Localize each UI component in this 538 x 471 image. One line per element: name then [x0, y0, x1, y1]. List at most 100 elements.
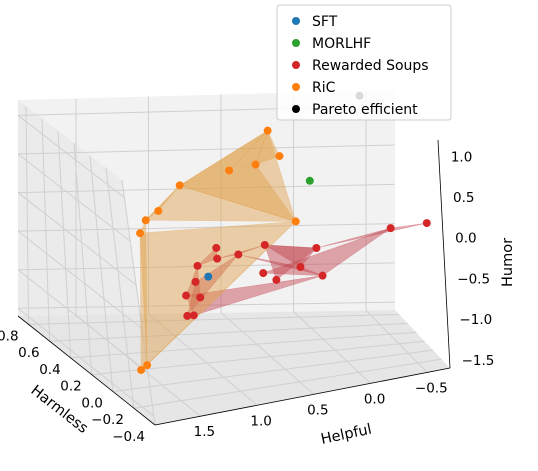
data-point [225, 166, 234, 175]
data-point [183, 311, 192, 320]
data-point [175, 181, 184, 190]
legend-frame [276, 4, 452, 121]
data-point [318, 271, 327, 280]
grid-line-z-left [17, 307, 155, 417]
data-point [251, 160, 260, 169]
legend-label: RiC [312, 80, 336, 96]
grid-line-y-floor [28, 313, 400, 325]
data-point [191, 277, 200, 286]
hull-face [145, 185, 180, 221]
x-tick-label: 1.5 [194, 424, 215, 440]
hull-face [255, 129, 280, 165]
legend-marker [292, 17, 300, 25]
legend-label: SFT [312, 14, 338, 30]
grid-line-x-floor [293, 311, 371, 384]
y-tick-label: 0.8 [0, 328, 19, 344]
hull-face [179, 130, 268, 186]
grid-line-y-floor [49, 322, 408, 342]
data-point [213, 254, 222, 263]
data-point [260, 240, 269, 249]
x-axis-label: Helpful [320, 422, 374, 448]
data-point [212, 243, 221, 252]
data-point [422, 219, 431, 228]
hull-face [197, 247, 218, 267]
grid-line-z-left [17, 269, 149, 373]
legend-marker [292, 83, 300, 91]
data-point [204, 272, 213, 281]
hull-face [178, 130, 297, 222]
data-point [291, 217, 300, 226]
y-tick-label: 0.4 [39, 362, 60, 378]
grid-line-z-back [17, 223, 396, 232]
grid-line-y-left [121, 179, 156, 426]
legend-label: Pareto efficient [312, 102, 418, 118]
hull-face [178, 164, 297, 222]
data-point [143, 361, 152, 370]
data-point [189, 311, 198, 320]
legend: SFT MORLHF Rewarded Soups RiC Pareto efficie… [276, 4, 452, 121]
hull-face [185, 275, 323, 316]
grid-line-z-left [17, 153, 131, 242]
grid-line-z-back [17, 262, 396, 271]
data-point [182, 291, 191, 300]
grid-line-y-left [41, 118, 51, 342]
grid-line-x-floor [220, 312, 315, 395]
grid-line-y-left [25, 106, 30, 325]
data-point [141, 216, 150, 225]
data-point [234, 250, 243, 259]
hull-face [264, 244, 318, 268]
y-tick-label: −0.2 [91, 412, 124, 428]
z-axis-line [437, 139, 451, 369]
legend-marker [292, 105, 300, 113]
y-tick-label: −0.4 [112, 429, 145, 445]
grid-line-x-floor [148, 313, 258, 406]
legend-label: Rewarded Soups [312, 58, 429, 74]
hull-face [263, 227, 391, 276]
grid-line-y-floor [133, 358, 442, 409]
data-point [136, 229, 145, 238]
grid-line-y-left [73, 143, 93, 375]
x-tick-label: 0.0 [364, 391, 385, 407]
data-point [263, 126, 272, 135]
grid-line-z-back [17, 144, 396, 155]
x-tick-label: 0.5 [307, 402, 328, 418]
z-tick-label: 1.0 [451, 149, 472, 165]
z-tick-label: −0.5 [457, 271, 490, 287]
legend-label: MORLHF [312, 36, 371, 52]
z-tick-label: −1.0 [459, 312, 492, 328]
grid-line-x-floor [365, 310, 428, 373]
data-point [154, 206, 163, 215]
y-tick-label: 0.6 [18, 345, 39, 361]
x-tick-label: 1.0 [250, 413, 271, 429]
hull-face [316, 222, 427, 249]
grid-line-z-left [17, 230, 143, 330]
grid-lines [17, 90, 451, 426]
data-point [386, 224, 395, 233]
hull-face [139, 221, 297, 371]
y-tick-label: 0.2 [60, 379, 81, 395]
hull-face [145, 185, 296, 222]
hull-face [264, 244, 318, 281]
x-tick-label: −0.5 [415, 380, 448, 396]
z-tick-label: −1.5 [462, 353, 495, 369]
data-point [305, 176, 314, 185]
grid-line-y-floor [112, 349, 434, 392]
z-tick-label: 0.0 [455, 231, 476, 247]
legend-marker [292, 61, 300, 69]
grid-line-y-left [57, 130, 72, 358]
grid-line-z-back [17, 301, 396, 309]
data-point [259, 269, 268, 278]
x-axis-line [154, 367, 451, 426]
hull-surfaces [139, 129, 427, 371]
z-tick-label: 0.5 [453, 190, 474, 206]
y-tick-label: 0.0 [81, 395, 102, 411]
data-point [137, 365, 146, 374]
grid-line-z-back [17, 183, 396, 194]
data-point [312, 244, 321, 253]
grid-line-y-left [105, 167, 135, 409]
hull-face [139, 220, 148, 366]
legend-marker [292, 39, 300, 47]
hull-face [228, 130, 268, 171]
grid-line-z-left [17, 192, 137, 286]
